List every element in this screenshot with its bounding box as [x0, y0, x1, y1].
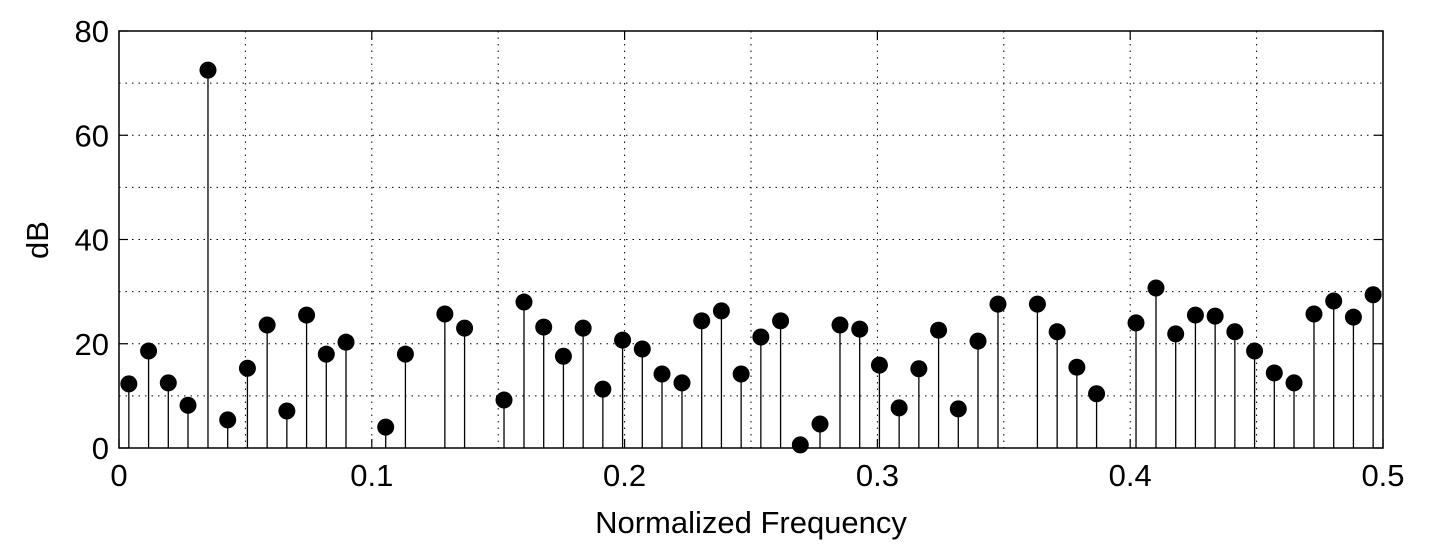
stem-marker [436, 305, 454, 323]
stem-marker [219, 411, 237, 429]
stem-marker [515, 293, 533, 311]
stem-marker [772, 312, 790, 330]
stem-marker [337, 333, 355, 351]
stem-marker [396, 345, 414, 363]
stem-marker [120, 375, 138, 393]
stem-marker [258, 316, 276, 334]
stem-marker [1186, 306, 1204, 324]
stem-marker [1206, 307, 1224, 325]
y-tick-label: 60 [75, 118, 109, 153]
stem-marker [159, 374, 177, 392]
stem-marker [1088, 385, 1106, 403]
stem-marker [949, 400, 967, 418]
stem-marker [693, 312, 711, 330]
stem-marker [377, 418, 395, 436]
stem-marker [1127, 314, 1145, 332]
stem-marker [1167, 325, 1185, 343]
stem-marker [1147, 279, 1165, 297]
stem-marker [1048, 323, 1066, 341]
stem-marker [317, 345, 335, 363]
stem-marker [574, 319, 592, 337]
stem-marker [140, 342, 158, 360]
stem-marker [1305, 305, 1323, 323]
stem-marker [614, 331, 632, 349]
stem-marker [831, 316, 849, 334]
x-tick-label: 0.3 [856, 458, 899, 493]
stem-marker [238, 359, 256, 377]
stem-marker [811, 415, 829, 433]
stem-marker [1246, 342, 1264, 360]
y-tick-label: 40 [75, 223, 109, 258]
y-axis-label: dB [20, 221, 55, 259]
stem-marker [535, 318, 553, 336]
x-tick-label: 0.1 [350, 458, 393, 493]
x-tick-label: 0.4 [1109, 458, 1152, 493]
stem-marker [969, 332, 987, 350]
stem-marker [594, 380, 612, 398]
stem-marker [930, 321, 948, 339]
stem-marker [870, 356, 888, 374]
stem-marker [554, 347, 572, 365]
stem-marker [1344, 308, 1362, 326]
stem-marker [1265, 364, 1283, 382]
x-tick-label: 0 [110, 458, 127, 493]
stem-marker [752, 328, 770, 346]
stem-marker [1285, 374, 1303, 392]
stems [120, 61, 1382, 454]
stem-marker [673, 374, 691, 392]
x-tick-label: 0.5 [1361, 458, 1404, 493]
stem-marker [1028, 295, 1046, 313]
stem-marker [456, 319, 474, 337]
stem-marker [633, 340, 651, 358]
stem-marker [179, 396, 197, 414]
stem-marker [653, 365, 671, 383]
stem-marker [851, 320, 869, 338]
x-tick-label: 0.2 [603, 458, 646, 493]
stem-marker [989, 295, 1007, 313]
stem-marker [712, 302, 730, 320]
stem-marker [1325, 292, 1343, 310]
stem-marker [1226, 323, 1244, 341]
stem-marker [298, 306, 316, 324]
stem-marker [732, 365, 750, 383]
stem-marker [890, 399, 908, 417]
stem-marker [495, 391, 513, 409]
stem-marker [278, 402, 296, 420]
stem-marker [791, 436, 809, 454]
x-axis-label: Normalized Frequency [595, 505, 907, 540]
y-tick-label: 20 [75, 327, 109, 362]
stem-marker [910, 360, 928, 378]
y-tick-label: 80 [75, 14, 109, 49]
grid [119, 31, 1383, 448]
stem-marker [1068, 358, 1086, 376]
y-tick-label: 0 [92, 431, 109, 466]
stem-marker [199, 61, 217, 79]
stem-marker [1364, 286, 1382, 304]
ticks: 0 0.1 0.2 0.3 0.4 0.5 0 20 40 60 80 [75, 14, 1405, 493]
